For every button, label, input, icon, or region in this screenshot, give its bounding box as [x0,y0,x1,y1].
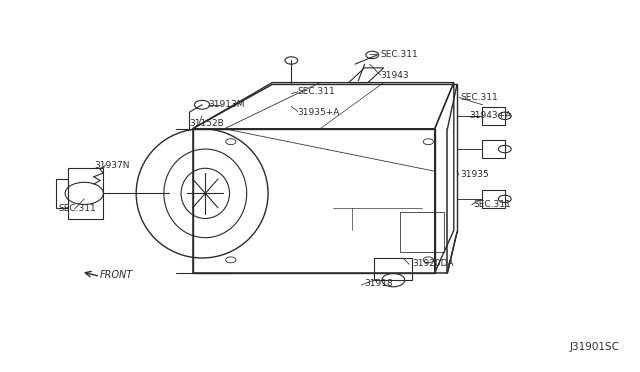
Text: 31918: 31918 [365,279,394,288]
Text: 31152B: 31152B [189,119,224,128]
Text: SEC.311: SEC.311 [381,51,419,60]
Text: 31943+A: 31943+A [470,111,512,121]
Text: SEC.311: SEC.311 [59,203,97,213]
Text: 31913M: 31913M [209,100,245,109]
Text: 31935: 31935 [460,170,489,179]
Text: SEC.311: SEC.311 [460,93,498,102]
Text: 31935+A: 31935+A [298,108,340,117]
Text: 31937N: 31937N [94,161,129,170]
Text: 31920DA: 31920DA [412,259,454,268]
Text: SEC.311: SEC.311 [298,87,335,96]
Text: SEC.311: SEC.311 [473,200,511,209]
Text: J31901SC: J31901SC [570,342,620,352]
Text: 31943: 31943 [381,71,409,80]
Text: FRONT: FRONT [100,270,133,280]
